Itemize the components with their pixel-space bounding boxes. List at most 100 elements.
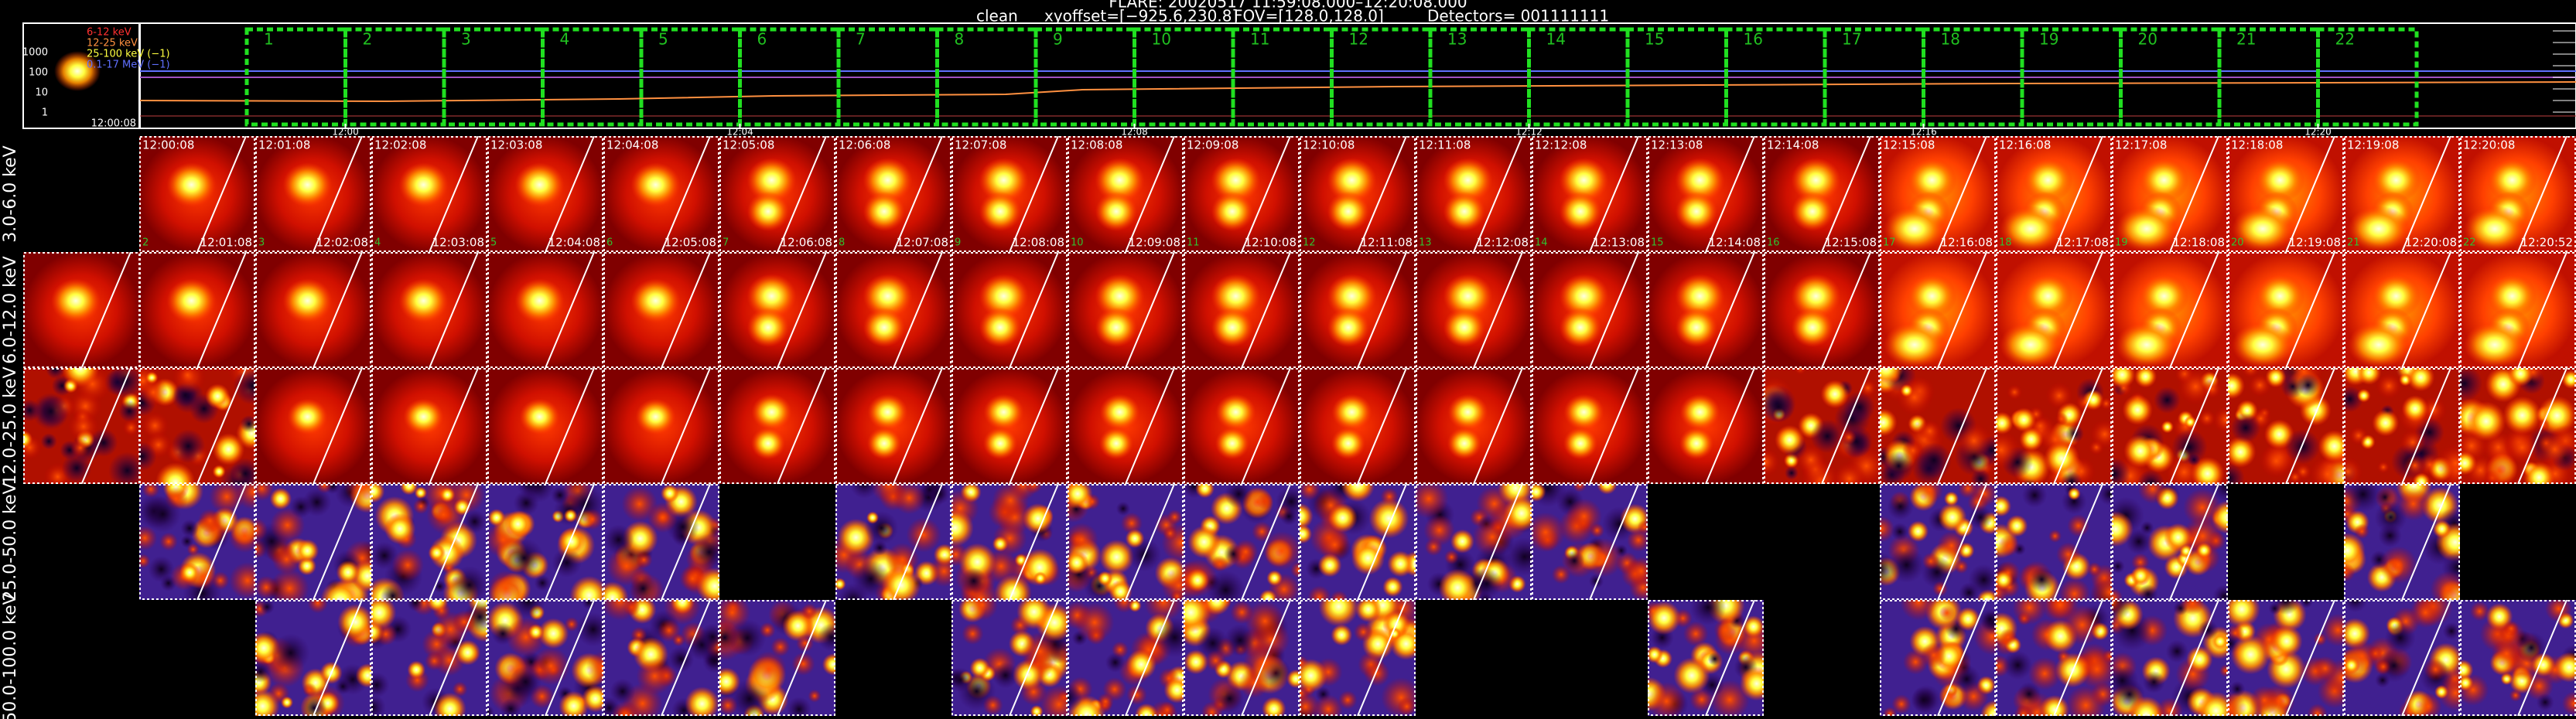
noise-blob <box>1126 649 1156 680</box>
noise-blob <box>1125 529 1145 548</box>
noise-blob <box>1033 571 1047 585</box>
noise-blob <box>1764 390 1795 423</box>
noise-blob <box>296 539 319 563</box>
source <box>2139 274 2189 319</box>
noise-blob <box>1184 600 1211 633</box>
start-time: 12:11:08 <box>1419 138 1471 152</box>
end-time: 12:03:08 <box>432 236 484 250</box>
noise-blob <box>1841 429 1857 445</box>
noise-blob <box>1910 687 1937 714</box>
image-border <box>139 484 255 600</box>
limb-line <box>196 484 247 600</box>
image-cell <box>1300 600 1416 716</box>
limb-line <box>1357 600 1407 716</box>
limb-line <box>1241 600 1291 716</box>
noise-blob <box>670 600 695 615</box>
row-label: 3.0-6.0 keV <box>1 145 20 242</box>
image-border <box>835 136 951 252</box>
noise-blob <box>2372 409 2400 437</box>
interval-label: 18 <box>1999 237 2012 249</box>
source <box>1791 274 1841 319</box>
noise-blob <box>582 685 603 713</box>
noise-blob <box>1331 624 1353 646</box>
limb-line <box>2053 368 2103 484</box>
interval-label: 7 <box>723 237 729 249</box>
limb-line <box>1589 252 1639 368</box>
image-border <box>951 484 1068 600</box>
limb-line <box>2169 600 2219 716</box>
noise-blob <box>2376 649 2411 683</box>
noise-blob <box>2127 696 2164 716</box>
noise-blob <box>951 509 974 547</box>
noise-blob <box>122 419 140 437</box>
noise-blob <box>1922 552 1940 571</box>
noise-blob <box>2228 462 2245 484</box>
image-cell <box>487 484 603 600</box>
limb-line <box>429 368 479 484</box>
image-border <box>2228 600 2344 716</box>
image-border <box>719 368 835 484</box>
image-border <box>1068 600 1184 716</box>
image-cell <box>255 136 371 252</box>
noise-blob <box>1996 570 2014 591</box>
noise-blob <box>2537 431 2574 468</box>
limb-line <box>1705 136 1755 252</box>
source <box>2487 274 2537 319</box>
noise-blob <box>1648 601 1681 636</box>
noise-blob <box>992 536 1009 552</box>
image-cell <box>2460 368 2576 484</box>
noise-blob <box>2196 691 2228 716</box>
image-border <box>1996 136 2112 252</box>
noise-blob <box>992 484 1029 520</box>
limb-line <box>1821 136 1871 252</box>
image-border <box>1416 484 1532 600</box>
end-time: 12:15:08 <box>1825 236 1877 250</box>
image-cell <box>719 600 835 716</box>
limb-line <box>1821 252 1871 368</box>
noise-blob <box>159 532 178 551</box>
limb-line <box>1937 252 1987 368</box>
image-cell <box>951 600 1068 716</box>
start-time: 12:13:08 <box>1651 138 1703 152</box>
noise-blob <box>1170 589 1184 600</box>
source <box>1095 191 1138 232</box>
row-label: 6.0-12.0 keV <box>1 256 20 363</box>
noise-blob <box>1068 523 1098 557</box>
noise-blob <box>2212 406 2228 434</box>
noise-blob <box>1338 690 1358 710</box>
noise-blob <box>1939 685 1962 708</box>
start-time: 12:06:08 <box>839 138 890 152</box>
time-tick-label: 12:08 <box>1121 127 1148 138</box>
image-border <box>371 252 487 368</box>
image-border <box>951 600 1068 716</box>
noise-blob <box>1105 652 1126 673</box>
noise-blob <box>1318 600 1359 627</box>
noise-blob <box>2198 409 2216 428</box>
end-time: 12:19:08 <box>2289 236 2341 250</box>
noise-blob <box>671 633 685 647</box>
limb-line <box>1473 368 1523 484</box>
limb-line <box>429 136 479 252</box>
interval-label: 13 <box>1419 237 1432 249</box>
image-cell <box>2460 136 2576 252</box>
noise-blob <box>808 689 822 703</box>
limb-line <box>893 368 943 484</box>
interval-label: 8 <box>839 237 845 249</box>
limb-line <box>2517 252 2567 368</box>
image-border <box>1880 484 1996 600</box>
interval-label: 11 <box>1187 237 1200 249</box>
noise-blob <box>1954 559 1969 574</box>
image-border <box>1648 368 1764 484</box>
image-border <box>835 368 951 484</box>
noise-blob <box>2466 401 2506 441</box>
noise-blob <box>2082 389 2104 411</box>
noise-blob <box>1167 509 1183 525</box>
noise-blob <box>564 617 579 632</box>
source <box>2371 158 2421 203</box>
source <box>1095 307 1138 348</box>
source <box>2000 206 2062 252</box>
noise-blob <box>40 433 57 450</box>
interval-box <box>639 27 742 127</box>
source <box>979 307 1022 348</box>
